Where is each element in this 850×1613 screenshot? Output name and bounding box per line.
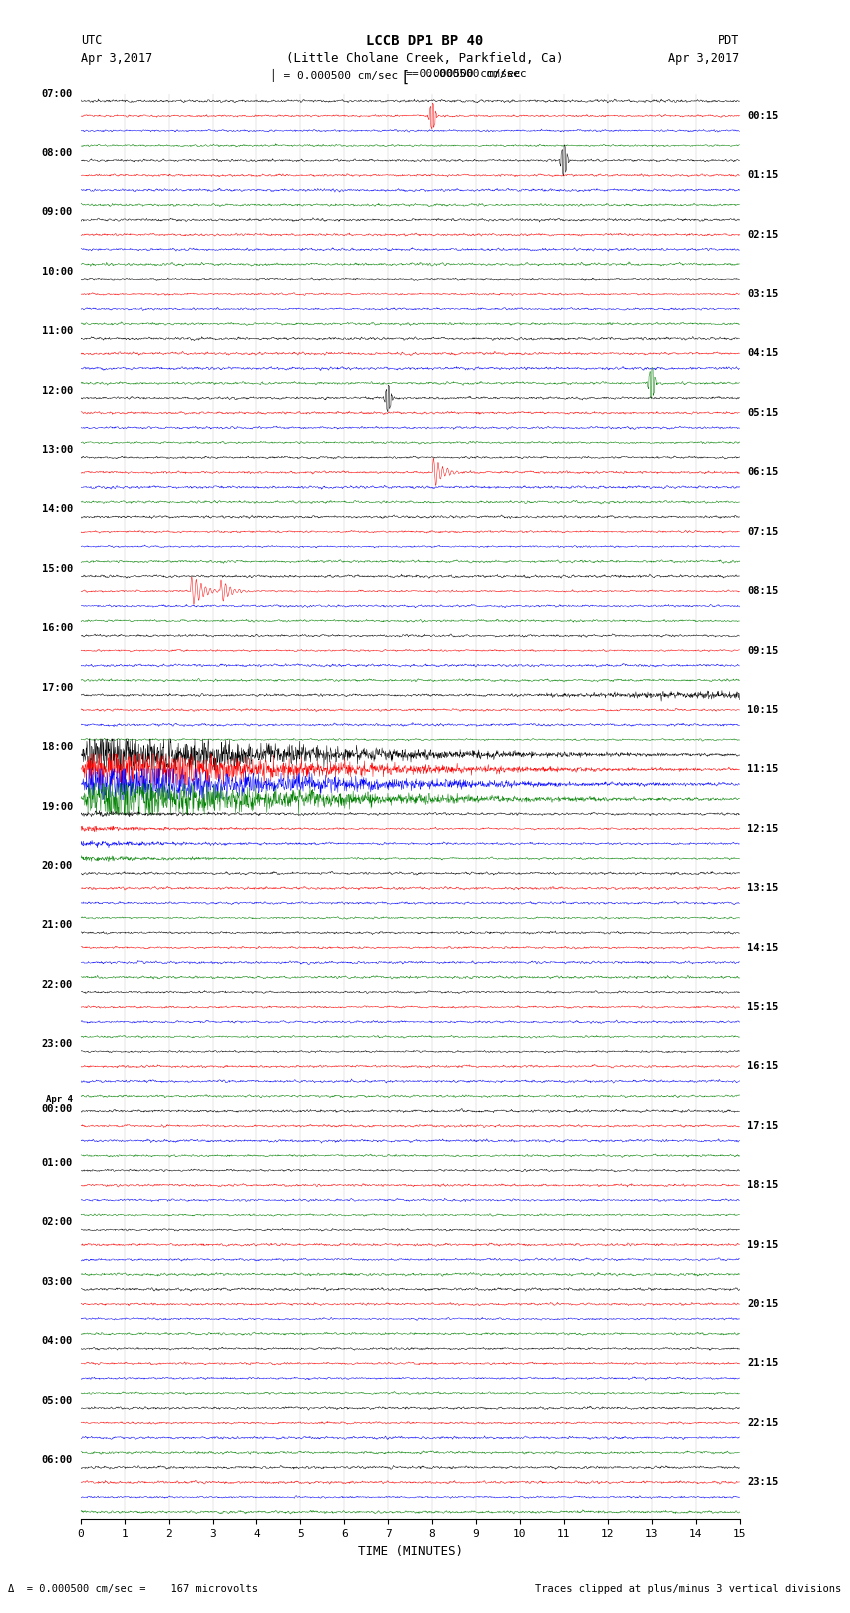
Text: 02:00: 02:00 [42, 1218, 73, 1227]
Text: 08:00: 08:00 [42, 148, 73, 158]
Text: 09:00: 09:00 [42, 208, 73, 218]
Text: LCCB DP1 BP 40: LCCB DP1 BP 40 [366, 34, 484, 48]
Text: [: [ [400, 69, 409, 84]
Text: 05:15: 05:15 [747, 408, 779, 418]
Text: = 0.000500 cm/sec: = 0.000500 cm/sec [412, 69, 527, 79]
Text: 22:00: 22:00 [42, 979, 73, 990]
Text: 19:00: 19:00 [42, 802, 73, 811]
Text: 02:15: 02:15 [747, 229, 779, 240]
Text: 16:00: 16:00 [42, 623, 73, 634]
Text: 18:15: 18:15 [747, 1181, 779, 1190]
Text: 23:15: 23:15 [747, 1478, 779, 1487]
Text: Apr 3,2017: Apr 3,2017 [668, 52, 740, 65]
Text: 23:00: 23:00 [42, 1039, 73, 1048]
Text: 20:15: 20:15 [747, 1298, 779, 1310]
Text: 10:00: 10:00 [42, 266, 73, 277]
Text: 03:00: 03:00 [42, 1277, 73, 1287]
Text: 15:15: 15:15 [747, 1002, 779, 1011]
Text: Apr 4: Apr 4 [46, 1095, 73, 1103]
Text: 18:00: 18:00 [42, 742, 73, 752]
Text: │ = 0.000500 cm/sec: │ = 0.000500 cm/sec [269, 69, 398, 82]
Text: 21:00: 21:00 [42, 921, 73, 931]
Text: 14:15: 14:15 [747, 942, 779, 953]
Text: Δ  = 0.000500 cm/sec =    167 microvolts: Δ = 0.000500 cm/sec = 167 microvolts [8, 1584, 258, 1594]
Text: 16:15: 16:15 [747, 1061, 779, 1071]
Text: 15:00: 15:00 [42, 565, 73, 574]
Text: 04:00: 04:00 [42, 1336, 73, 1347]
Text: Traces clipped at plus/minus 3 vertical divisions: Traces clipped at plus/minus 3 vertical … [536, 1584, 842, 1594]
Text: 06:15: 06:15 [747, 468, 779, 477]
Text: Apr 3,2017: Apr 3,2017 [81, 52, 152, 65]
Text: (Little Cholane Creek, Parkfield, Ca): (Little Cholane Creek, Parkfield, Ca) [286, 52, 564, 65]
Text: 22:15: 22:15 [747, 1418, 779, 1428]
Text: 13:15: 13:15 [747, 884, 779, 894]
Text: 04:15: 04:15 [747, 348, 779, 358]
Text: 19:15: 19:15 [747, 1240, 779, 1250]
X-axis label: TIME (MINUTES): TIME (MINUTES) [358, 1545, 462, 1558]
Text: 07:15: 07:15 [747, 527, 779, 537]
Text: 20:00: 20:00 [42, 861, 73, 871]
Text: 14:00: 14:00 [42, 505, 73, 515]
Text: 06:00: 06:00 [42, 1455, 73, 1465]
Text: 21:15: 21:15 [747, 1358, 779, 1368]
Text: 01:15: 01:15 [747, 171, 779, 181]
Text: 07:00: 07:00 [42, 89, 73, 98]
Text: 10:15: 10:15 [747, 705, 779, 715]
Text: 00:15: 00:15 [747, 111, 779, 121]
Text: 11:15: 11:15 [747, 765, 779, 774]
Text: 00:00: 00:00 [42, 1103, 73, 1113]
Text: UTC: UTC [81, 34, 102, 47]
Text: 17:00: 17:00 [42, 682, 73, 692]
Text: 09:15: 09:15 [747, 645, 779, 655]
Text: = 0.000500 cm/sec: = 0.000500 cm/sec [406, 69, 521, 79]
Text: 11:00: 11:00 [42, 326, 73, 336]
Text: 05:00: 05:00 [42, 1395, 73, 1405]
Text: 12:00: 12:00 [42, 386, 73, 395]
Text: 17:15: 17:15 [747, 1121, 779, 1131]
Text: PDT: PDT [718, 34, 740, 47]
Text: 13:00: 13:00 [42, 445, 73, 455]
Text: 12:15: 12:15 [747, 824, 779, 834]
Text: 03:15: 03:15 [747, 289, 779, 298]
Text: 08:15: 08:15 [747, 586, 779, 597]
Text: 01:00: 01:00 [42, 1158, 73, 1168]
